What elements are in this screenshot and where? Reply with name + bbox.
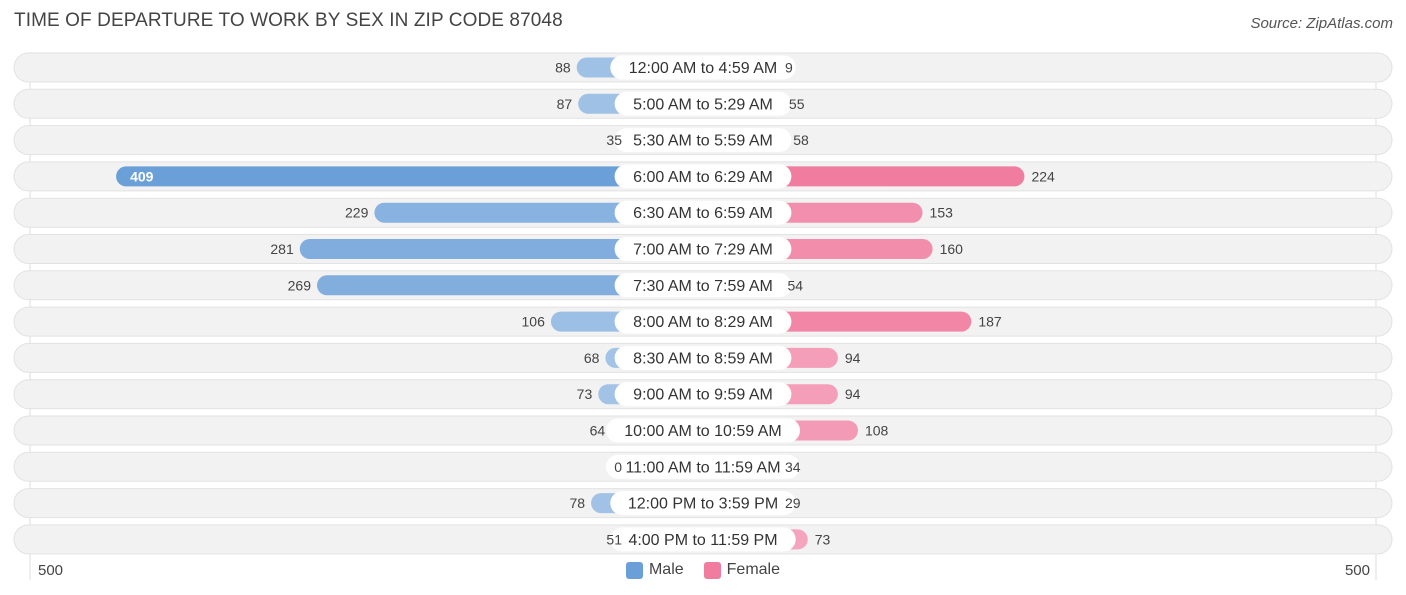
value-label-male: 73	[577, 386, 593, 402]
chart-title: TIME OF DEPARTURE TO WORK BY SEX IN ZIP …	[14, 10, 563, 31]
value-label-female: 9	[785, 60, 793, 76]
value-label-female: 58	[793, 132, 809, 148]
category-label-bg	[610, 55, 796, 80]
category-label: 12:00 AM to 4:59 AM	[629, 60, 778, 77]
category-label-bg	[614, 309, 792, 334]
value-label-male: 409	[130, 168, 154, 184]
bar-male	[299, 239, 703, 259]
category-label-bg	[614, 345, 792, 370]
value-label-female: 73	[815, 531, 831, 547]
category-label: 7:30 AM to 7:59 AM	[633, 278, 773, 295]
bar-male	[316, 275, 703, 296]
category-label: 11:00 AM to 11:59 AM	[625, 459, 780, 476]
category-label: 5:30 AM to 5:59 AM	[633, 133, 773, 150]
value-label-male: 51	[606, 531, 622, 547]
source-label: Source: ZipAtlas.com	[1250, 15, 1393, 32]
value-label-male: 64	[590, 423, 606, 439]
value-label-male: 88	[555, 60, 571, 76]
category-label-bg	[614, 128, 792, 153]
value-label-female: 224	[1031, 168, 1055, 184]
category-label: 4:00 PM to 11:59 PM	[628, 532, 777, 549]
value-label-male: 281	[270, 241, 294, 257]
value-label-male: 35	[606, 132, 622, 148]
male-swatch-icon	[625, 561, 643, 579]
category-label-bg	[606, 418, 800, 443]
legend: Male Female	[0, 561, 1406, 579]
category-label-bg	[614, 164, 792, 189]
category-label-bg	[610, 491, 796, 516]
value-label-male: 229	[345, 205, 369, 221]
category-label: 7:00 AM to 7:29 AM	[633, 242, 773, 259]
category-label-bg	[606, 454, 800, 479]
category-label: 8:30 AM to 8:59 AM	[633, 350, 773, 367]
legend-label-female: Female	[726, 561, 781, 578]
value-label-female: 108	[865, 423, 889, 439]
legend-label-male: Male	[648, 561, 684, 578]
category-label: 5:00 AM to 5:29 AM	[633, 96, 773, 113]
female-swatch-icon	[703, 561, 721, 579]
category-label: 8:00 AM to 8:29 AM	[633, 314, 773, 331]
category-label-bg	[614, 200, 792, 225]
value-label-male: 78	[569, 495, 585, 511]
value-label-male: 106	[522, 314, 546, 330]
category-label-bg	[614, 382, 792, 407]
legend-item-male[interactable]: Male	[625, 561, 684, 579]
axis-left-label: 500	[38, 562, 64, 579]
category-label: 6:30 AM to 6:59 AM	[633, 205, 773, 222]
value-label-male: 269	[288, 277, 312, 293]
category-label-bg	[610, 527, 796, 552]
category-label-bg	[614, 91, 792, 116]
value-label-female: 160	[940, 241, 964, 257]
value-label-female: 54	[787, 277, 803, 293]
value-label-male: 0	[614, 459, 622, 475]
value-label-female: 187	[978, 314, 1002, 330]
value-label-male: 68	[584, 350, 600, 366]
bar-male	[116, 166, 703, 187]
category-label: 9:00 AM to 9:59 AM	[633, 387, 773, 404]
value-label-female: 55	[789, 96, 805, 112]
category-label-bg	[614, 273, 792, 298]
category-label: 12:00 PM to 3:59 PM	[628, 496, 778, 513]
legend-item-female[interactable]: Female	[703, 561, 781, 579]
value-label-female: 153	[930, 205, 954, 221]
value-label-female: 94	[845, 350, 861, 366]
value-label-male: 87	[557, 96, 573, 112]
category-label: 10:00 AM to 10:59 AM	[624, 423, 781, 440]
category-label-bg	[614, 237, 792, 261]
value-label-female: 34	[785, 459, 801, 475]
value-label-female: 29	[785, 495, 801, 511]
category-label: 6:00 AM to 6:29 AM	[633, 169, 773, 186]
value-label-female: 94	[845, 386, 861, 402]
axis-right-label: 500	[1344, 562, 1370, 579]
